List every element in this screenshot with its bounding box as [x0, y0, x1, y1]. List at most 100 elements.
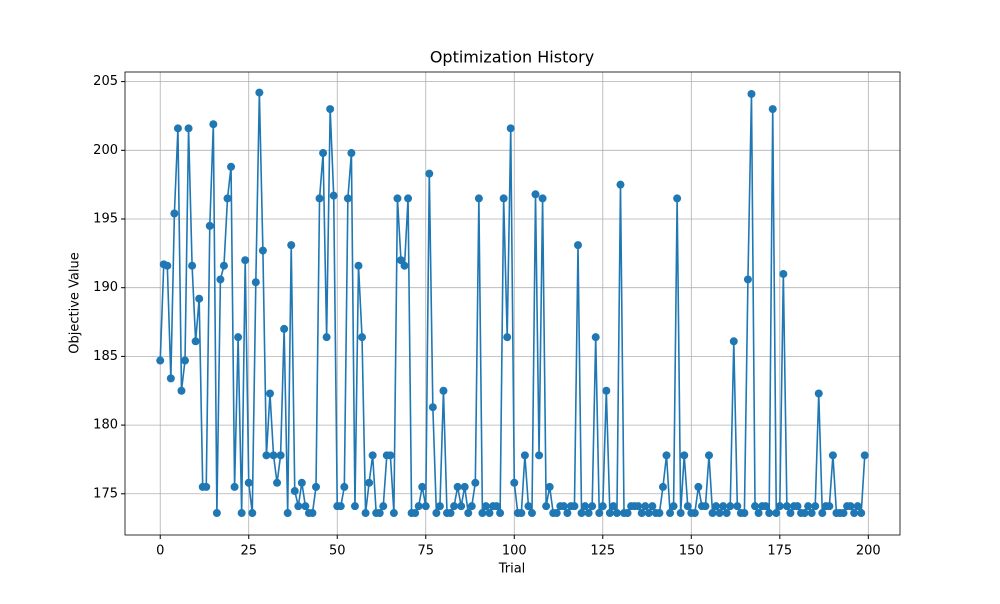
- data-point: [386, 451, 395, 460]
- data-point: [326, 105, 335, 114]
- data-point: [588, 502, 597, 511]
- data-point: [719, 502, 728, 511]
- data-point: [786, 509, 795, 518]
- data-point: [563, 509, 572, 518]
- data-point: [340, 482, 349, 491]
- data-point: [811, 502, 820, 511]
- data-point: [520, 451, 529, 460]
- data-point: [538, 194, 547, 203]
- data-point: [227, 162, 236, 171]
- data-point: [793, 502, 802, 511]
- data-point: [506, 124, 515, 133]
- data-point: [584, 509, 593, 518]
- data-point: [414, 502, 423, 511]
- data-point: [418, 482, 427, 491]
- data-point: [669, 502, 678, 511]
- data-point: [365, 478, 374, 487]
- data-point: [595, 509, 604, 518]
- data-point: [358, 333, 367, 342]
- data-point: [439, 386, 448, 395]
- data-point: [779, 269, 788, 278]
- data-point: [265, 389, 274, 398]
- data-point: [269, 451, 278, 460]
- data-point: [704, 451, 713, 460]
- data-point: [623, 509, 632, 518]
- data-point: [860, 451, 869, 460]
- data-point: [411, 509, 420, 518]
- data-point: [258, 246, 267, 255]
- data-point: [637, 509, 646, 518]
- data-point: [825, 502, 834, 511]
- data-point: [814, 389, 823, 398]
- x-tick-label: 25: [240, 544, 257, 559]
- data-point: [312, 482, 321, 491]
- data-point: [425, 169, 434, 178]
- data-point: [343, 194, 352, 203]
- y-tick-label: 185: [93, 349, 118, 364]
- data-point: [712, 502, 721, 511]
- data-point: [283, 509, 292, 518]
- data-point: [457, 502, 466, 511]
- data-point: [471, 478, 480, 487]
- y-tick-label: 200: [93, 143, 118, 158]
- data-point: [219, 261, 228, 270]
- data-point: [209, 120, 218, 129]
- data-point: [379, 502, 388, 511]
- data-point: [662, 451, 671, 460]
- data-point: [276, 451, 285, 460]
- data-point: [319, 149, 328, 158]
- data-point: [400, 261, 409, 270]
- x-tick-label: 175: [767, 544, 792, 559]
- data-point: [598, 502, 607, 511]
- data-point: [350, 502, 359, 511]
- x-tick-label: 150: [679, 544, 704, 559]
- data-point: [173, 124, 182, 133]
- data-point: [322, 333, 331, 342]
- data-point: [559, 502, 568, 511]
- chart-title: Optimization History: [430, 48, 594, 67]
- data-point: [857, 509, 866, 518]
- data-point: [552, 509, 561, 518]
- data-point: [722, 509, 731, 518]
- data-point: [294, 502, 303, 511]
- y-tick-label: 205: [93, 74, 118, 89]
- data-point: [432, 509, 441, 518]
- data-point: [605, 509, 614, 518]
- data-point: [545, 482, 554, 491]
- x-tick-label: 75: [417, 544, 434, 559]
- data-point: [188, 261, 197, 270]
- data-point: [336, 502, 345, 511]
- data-point: [577, 509, 586, 518]
- data-point: [676, 509, 685, 518]
- data-point: [163, 261, 172, 270]
- y-tick-label: 180: [93, 418, 118, 433]
- data-point: [223, 194, 232, 203]
- data-point: [818, 509, 827, 518]
- x-axis-label: Trial: [498, 562, 526, 577]
- data-point: [765, 509, 774, 518]
- data-point: [485, 509, 494, 518]
- data-point: [641, 502, 650, 511]
- data-point: [241, 256, 250, 265]
- data-point: [701, 502, 710, 511]
- data-point: [361, 509, 370, 518]
- data-point: [177, 386, 186, 395]
- data-point: [804, 502, 813, 511]
- data-point: [542, 502, 551, 511]
- data-point: [191, 337, 200, 346]
- data-point: [195, 294, 204, 303]
- data-point: [156, 356, 165, 365]
- data-point: [421, 502, 430, 511]
- data-point: [800, 509, 809, 518]
- data-point: [853, 502, 862, 511]
- data-point: [772, 509, 781, 518]
- data-point: [273, 478, 282, 487]
- data-point: [301, 502, 310, 511]
- data-point: [846, 502, 855, 511]
- data-point: [492, 502, 501, 511]
- data-point: [680, 451, 689, 460]
- data-point: [212, 509, 221, 518]
- data-point: [658, 482, 667, 491]
- data-point: [510, 478, 519, 487]
